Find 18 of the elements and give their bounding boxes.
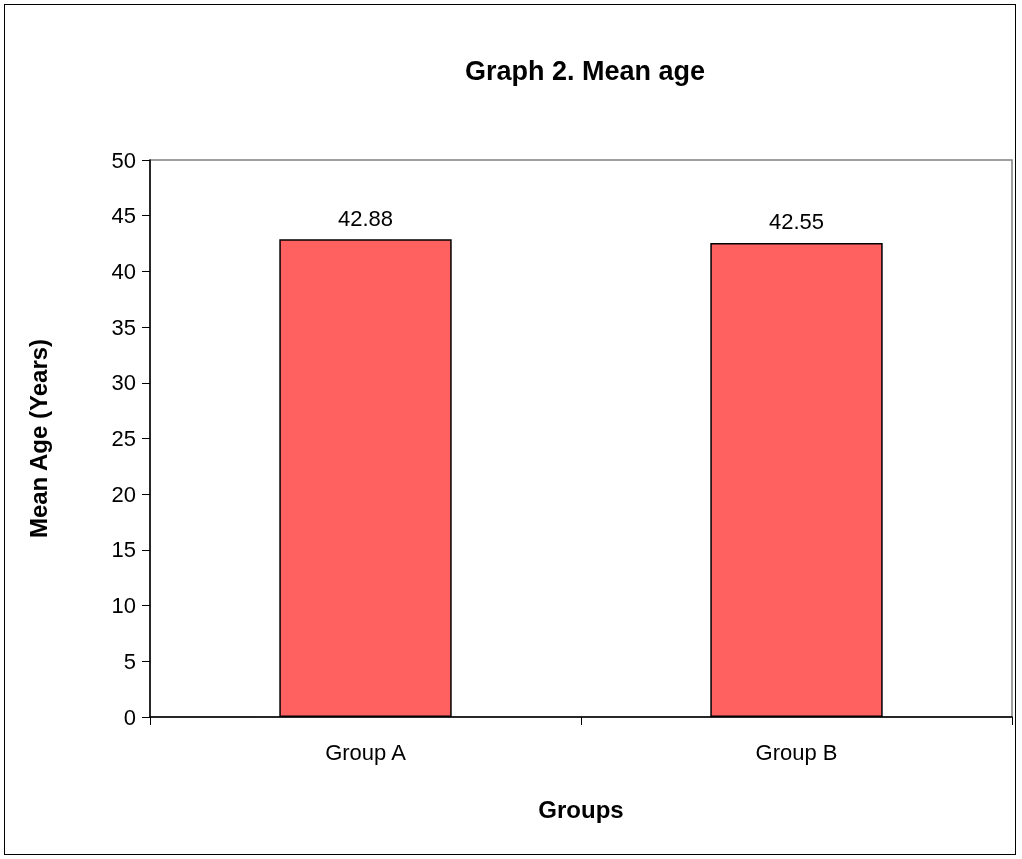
y-tick-label: 5: [123, 648, 136, 674]
y-tick-label: 30: [111, 370, 136, 396]
y-tick-label: 50: [111, 147, 136, 173]
y-tick-label: 45: [111, 203, 136, 229]
y-axis-title: Mean Age (Years): [24, 338, 52, 539]
x-tick-label: Group B: [755, 739, 838, 765]
y-tick-label: 0: [123, 704, 136, 730]
y-tick-label: 10: [111, 593, 136, 619]
y-tick-label: 40: [111, 258, 136, 284]
y-tick-label: 25: [111, 426, 136, 451]
data-label: 42.55: [768, 209, 825, 235]
y-tick-label: 15: [111, 537, 136, 563]
y-tick-label: 35: [111, 314, 136, 340]
data-label: 42.88: [337, 205, 394, 231]
x-axis-title: Groups: [538, 795, 624, 823]
x-tick-label: Group A: [325, 739, 407, 765]
y-tick-label: 20: [111, 481, 136, 507]
chart-title: Graph 2. Mean age: [464, 55, 706, 86]
